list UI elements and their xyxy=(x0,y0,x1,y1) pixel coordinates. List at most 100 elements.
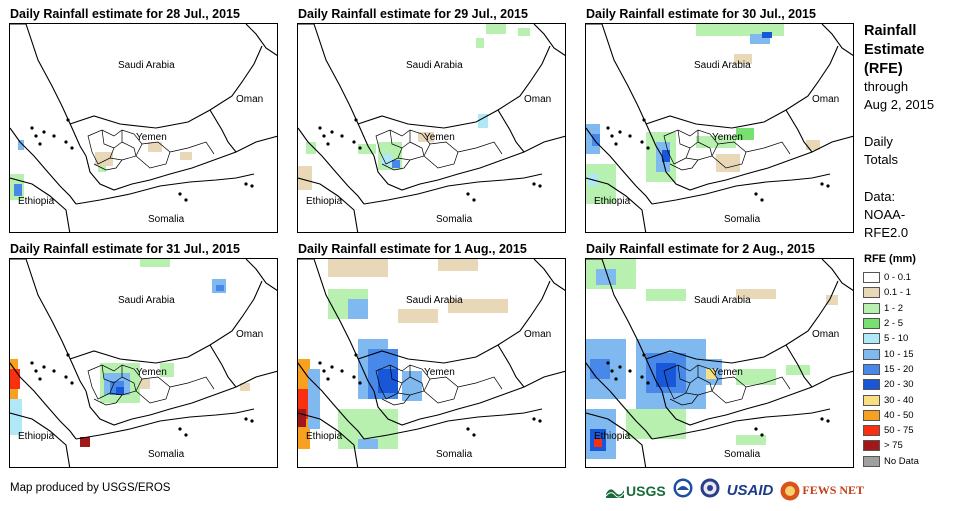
country-label-ethiopia: Ethiopia xyxy=(594,431,631,442)
rainfall-patch xyxy=(328,259,388,277)
legend-label: 40 - 50 xyxy=(884,409,914,421)
country-border xyxy=(363,173,543,205)
legend-swatch xyxy=(863,287,880,299)
legend-label: 5 - 10 xyxy=(884,333,909,345)
rainfall-patch xyxy=(418,132,434,142)
legend-swatch xyxy=(863,272,880,284)
country-label-yemen: Yemen xyxy=(712,132,743,143)
rainfall-patch xyxy=(398,309,438,323)
island xyxy=(754,192,758,196)
country-border xyxy=(10,177,71,232)
rainfall-patch xyxy=(736,369,776,385)
governorate-border xyxy=(93,159,123,171)
country-border xyxy=(10,412,71,467)
country-border xyxy=(645,45,839,129)
governorate-border xyxy=(457,141,503,155)
governorate-border xyxy=(397,376,425,394)
rainfall-patch xyxy=(806,140,820,150)
country-border xyxy=(298,127,365,205)
country-label-somalia: Somalia xyxy=(436,449,473,460)
rainfall-patch xyxy=(95,152,113,166)
governorate-border xyxy=(669,394,699,406)
island xyxy=(352,140,356,144)
island xyxy=(610,369,614,373)
rainfall-patch xyxy=(18,140,24,150)
rainfall-patch xyxy=(382,154,392,166)
island xyxy=(34,134,38,138)
legend-item: 20 - 30 xyxy=(863,377,919,392)
legend-item: 5 - 10 xyxy=(863,331,919,346)
country-label-oman: Oman xyxy=(236,329,264,340)
governorate-border xyxy=(109,141,137,159)
rainfall-patch xyxy=(148,142,162,152)
island xyxy=(318,126,322,130)
usgs-logo: USGS xyxy=(606,483,666,499)
sidebar-totals-line: Daily xyxy=(864,134,893,149)
sidebar-totals-line: Totals xyxy=(864,152,898,167)
legend-label: 30 - 40 xyxy=(884,394,914,406)
country-border xyxy=(586,24,663,157)
island xyxy=(618,365,622,369)
country-border xyxy=(363,408,543,440)
country-label-saudi: Saudi Arabia xyxy=(406,60,463,71)
legend-label: 50 - 75 xyxy=(884,425,914,437)
governorate-border xyxy=(423,141,459,169)
country-border xyxy=(298,362,365,440)
country-border xyxy=(209,344,237,388)
rainfall-patch xyxy=(736,289,776,299)
rainfall-patch xyxy=(358,439,378,449)
rainfall-patch xyxy=(706,369,716,379)
legend-item: 10 - 15 xyxy=(863,346,919,361)
island xyxy=(38,377,42,381)
legend-item: 30 - 40 xyxy=(863,392,919,407)
island xyxy=(646,146,650,150)
island xyxy=(322,134,326,138)
rainfall-patch xyxy=(392,160,400,168)
legend-item: 40 - 50 xyxy=(863,408,919,423)
island xyxy=(642,118,646,122)
rainfall-patch xyxy=(98,166,106,172)
island xyxy=(358,381,362,385)
legend-swatch xyxy=(863,409,880,421)
rainfall-patch xyxy=(80,437,90,447)
rainfall-patch xyxy=(786,365,810,375)
country-label-somalia: Somalia xyxy=(724,214,761,225)
rainfall-patch xyxy=(590,359,610,379)
rainfall-patch xyxy=(626,409,686,439)
island xyxy=(760,433,764,437)
island xyxy=(606,126,610,130)
governorate-border xyxy=(685,376,713,394)
island xyxy=(532,182,536,186)
map-geography xyxy=(10,259,277,467)
country-border xyxy=(245,259,277,291)
governorate-border xyxy=(745,141,791,155)
island xyxy=(606,361,610,365)
country-border xyxy=(373,370,565,426)
rainfall-patch xyxy=(646,289,686,301)
island xyxy=(34,369,38,373)
island xyxy=(250,184,254,188)
island xyxy=(250,419,254,423)
legend-item: 2 - 5 xyxy=(863,316,919,331)
governorate-border xyxy=(109,376,137,394)
island xyxy=(826,184,830,188)
country-border xyxy=(298,24,375,157)
legend-swatch xyxy=(863,363,880,375)
rainfall-patch xyxy=(116,387,124,395)
island xyxy=(472,433,476,437)
sidebar-data-line: Data: xyxy=(864,189,896,204)
island xyxy=(64,140,68,144)
governorate-border xyxy=(135,376,171,404)
rainfall-patch xyxy=(592,134,600,146)
partner-logos: USGS USAID FEWS NET xyxy=(606,478,864,503)
island xyxy=(42,365,46,369)
island xyxy=(826,419,830,423)
island xyxy=(178,427,182,431)
panel-title-3: Daily Rainfall estimate for 30 Jul., 201… xyxy=(586,7,816,21)
governorate-border xyxy=(685,141,713,159)
island xyxy=(646,381,650,385)
rainfall-patch xyxy=(736,435,766,445)
island xyxy=(52,134,56,138)
rainfall-patch xyxy=(734,54,752,64)
island xyxy=(614,142,618,146)
